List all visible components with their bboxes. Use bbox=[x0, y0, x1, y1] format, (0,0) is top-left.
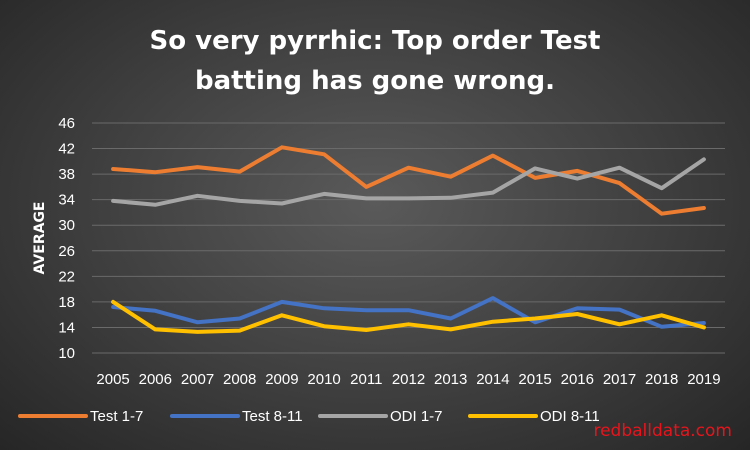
y-tick-label: 22 bbox=[58, 268, 75, 285]
x-tick-label: 2018 bbox=[645, 371, 678, 388]
y-tick-label: 42 bbox=[58, 141, 75, 158]
x-tick-label: 2019 bbox=[687, 371, 720, 388]
x-tick-label: 2005 bbox=[96, 371, 129, 388]
chart-title-line-2: batting has gone wrong. bbox=[195, 66, 555, 96]
x-tick-label: 2010 bbox=[307, 371, 340, 388]
x-tick-label: 2008 bbox=[223, 371, 256, 388]
legend-label: Test 8-11 bbox=[242, 408, 303, 425]
x-tick-label: 2016 bbox=[561, 371, 594, 388]
x-tick-label: 2017 bbox=[603, 371, 636, 388]
series-line-odi-1-7 bbox=[111, 157, 706, 207]
chart-title-line-1: So very pyrrhic: Top order Test bbox=[150, 26, 601, 56]
watermark-text: redballdata.com bbox=[593, 421, 732, 441]
x-tick-label: 2014 bbox=[476, 371, 509, 388]
series-line-test-8-11 bbox=[111, 296, 706, 329]
legend: Test 1-7 Test 8-11 ODI 1-7 ODI 8-11 bbox=[18, 408, 600, 425]
x-tick-label: 2006 bbox=[139, 371, 172, 388]
legend-label: ODI 8-11 bbox=[540, 408, 600, 425]
y-axis-ticks: 10 14 18 22 26 30 34 38 42 46 bbox=[58, 115, 75, 362]
y-tick-label: 10 bbox=[58, 345, 75, 362]
x-tick-label: 2013 bbox=[434, 371, 467, 388]
series-line-odi-8-11 bbox=[111, 299, 706, 334]
y-tick-label: 46 bbox=[58, 115, 75, 132]
gridlines bbox=[92, 122, 725, 354]
y-tick-label: 30 bbox=[58, 217, 75, 234]
x-tick-label: 2011 bbox=[350, 371, 382, 388]
y-axis-label: AVERAGE bbox=[32, 202, 48, 275]
x-tick-label: 2009 bbox=[265, 371, 298, 388]
series-lines bbox=[111, 145, 706, 334]
x-axis-ticks: 2005 2006 2007 2008 2009 2010 2011 2012 2013 2014… bbox=[96, 371, 720, 388]
x-tick-label: 2015 bbox=[518, 371, 551, 388]
y-tick-label: 38 bbox=[58, 166, 75, 183]
x-tick-label: 2012 bbox=[392, 371, 425, 388]
y-tick-label: 18 bbox=[58, 294, 75, 311]
y-tick-label: 34 bbox=[58, 192, 75, 209]
x-tick-label: 2007 bbox=[181, 371, 214, 388]
legend-label: Test 1-7 bbox=[90, 408, 143, 425]
y-tick-label: 14 bbox=[58, 319, 75, 336]
series-line-test-1-7 bbox=[111, 145, 706, 216]
legend-label: ODI 1-7 bbox=[390, 408, 443, 425]
y-tick-label: 26 bbox=[58, 243, 75, 260]
